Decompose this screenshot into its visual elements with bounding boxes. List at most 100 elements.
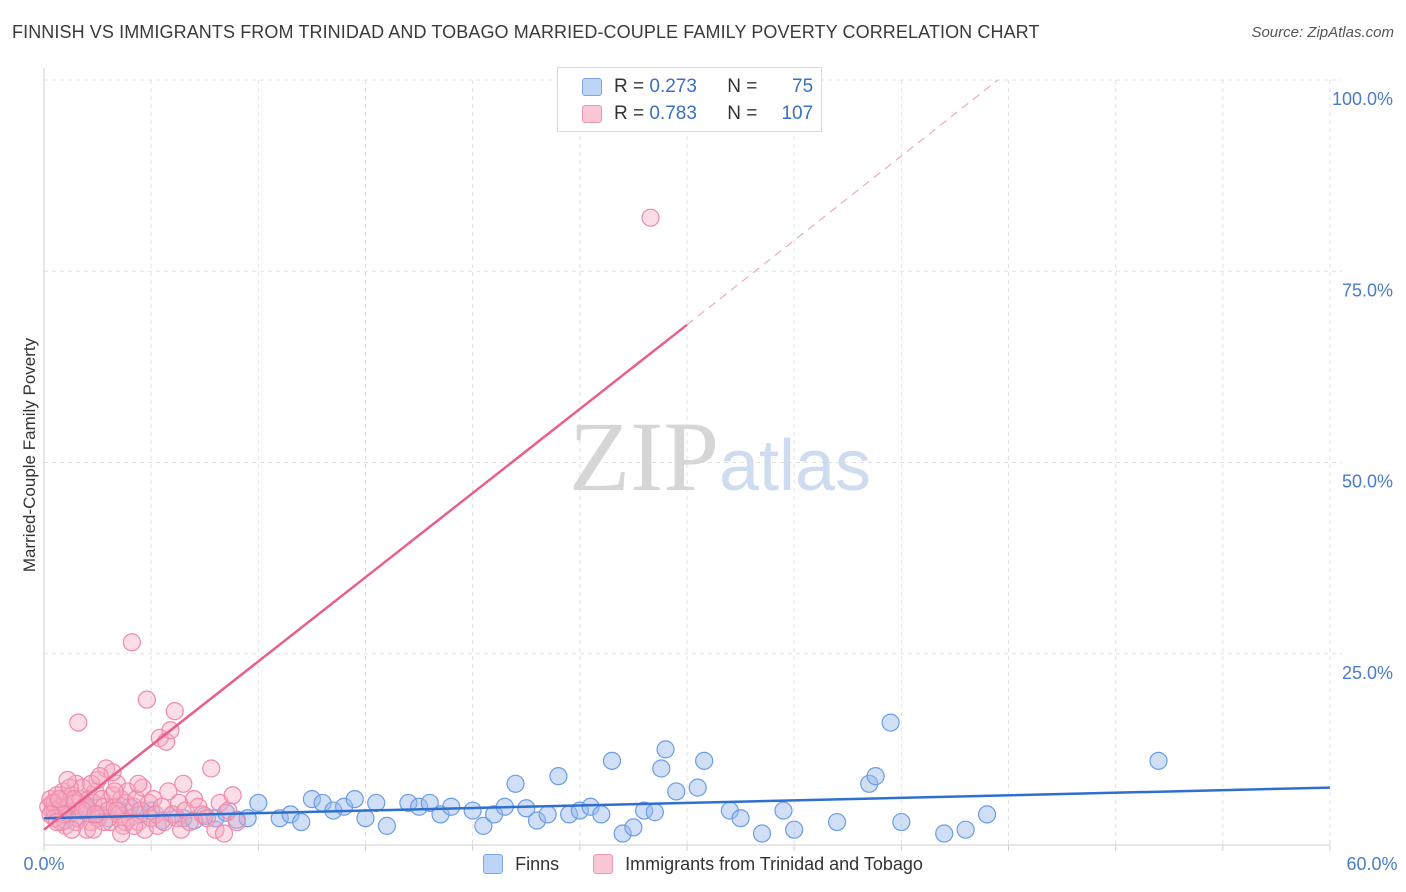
legend-r-label: R = <box>614 76 645 97</box>
finns-point-70 <box>956 820 975 839</box>
legend-row-tt: R = 0.783 N = 107 <box>558 101 813 127</box>
tt-legend-swatch <box>593 854 614 874</box>
finns-n-value: 75 <box>792 76 814 97</box>
finns-point-58 <box>695 751 714 770</box>
finns-point-20 <box>270 809 289 828</box>
legend-r-label: R = <box>614 103 645 124</box>
finns-point-51 <box>624 818 643 837</box>
finns-r-value: 0.273 <box>649 76 697 97</box>
tt-legend-label: Immigrants from Trinidad and Tobago <box>625 853 923 874</box>
finns-point-61 <box>752 824 772 843</box>
finns-point-48 <box>592 805 611 824</box>
finns-point-30 <box>377 816 397 835</box>
tt-point-59 <box>165 702 184 721</box>
y-tick-label-75: 75.0% <box>1342 280 1393 300</box>
finns-point-29 <box>367 793 386 813</box>
finns-point-36 <box>463 801 482 820</box>
correlation-legend: R = 0.273 N = 75 R = 0.783 N = 107 <box>557 67 822 132</box>
finns-point-23 <box>302 789 322 809</box>
y-tick-label-50: 50.0% <box>1342 472 1393 492</box>
finns-point-62 <box>774 801 793 820</box>
trend-lines <box>43 79 1331 831</box>
finns-point-32 <box>409 797 429 816</box>
data-points <box>39 208 1168 843</box>
finns-legend-swatch <box>483 854 504 874</box>
tt-point-96 <box>84 820 103 839</box>
tt-point-103 <box>86 805 105 824</box>
watermark-zip: ZIP <box>569 401 719 512</box>
finns-point-67 <box>881 713 900 732</box>
finns-point-37 <box>474 816 493 835</box>
tt-point-102 <box>62 820 81 839</box>
axis-ticks: 25.0% 50.0% 75.0% 100.0% 0.0% 60.0% <box>23 89 1397 874</box>
tt-point-70 <box>202 759 221 778</box>
tt-point-56 <box>159 782 178 801</box>
y-tick-label-25: 25.0% <box>1342 663 1393 683</box>
finns-swatch <box>582 78 602 96</box>
x-tick-label-max: 60.0% <box>1346 854 1397 874</box>
finns-point-27 <box>345 789 364 809</box>
finns-point-57 <box>688 778 707 797</box>
chart-source: Source: ZipAtlas.com <box>1251 24 1394 41</box>
finns-point-43 <box>538 805 557 824</box>
finns-point-40 <box>506 774 525 793</box>
tt-point-92 <box>129 774 148 793</box>
tt-point-90 <box>105 782 124 801</box>
tt-point-73 <box>214 824 234 843</box>
chart-title: FINNISH VS IMMIGRANTS FROM TRINIDAD AND … <box>12 22 1040 42</box>
tt-point-79 <box>77 820 96 839</box>
finns-point-31 <box>399 793 418 813</box>
tt-trend-extension <box>686 79 999 326</box>
tt-point-85 <box>69 713 88 732</box>
finns-point-28 <box>356 809 375 828</box>
finns-point-49 <box>602 751 622 770</box>
tt-point-104 <box>107 801 126 820</box>
tt-point-106 <box>49 789 69 809</box>
tt-point-75 <box>223 786 242 805</box>
watermark-atlas: atlas <box>719 426 871 506</box>
finns-legend-label: Finns <box>515 853 560 874</box>
finns-point-55 <box>667 782 686 801</box>
finns-point-60 <box>731 809 750 828</box>
finns-point-42 <box>527 811 547 830</box>
finns-point-44 <box>549 767 568 786</box>
legend-item-finns: Finns <box>483 854 559 875</box>
finns-point-54 <box>652 759 671 778</box>
finns-point-56 <box>656 740 675 759</box>
legend-row-finns: R = 0.273 N = 75 <box>558 74 813 100</box>
finns-point-71 <box>977 805 997 824</box>
finns-point-69 <box>935 824 954 843</box>
finns-trend-line <box>43 786 1331 820</box>
tt-point-76 <box>227 812 246 832</box>
tt-point-105 <box>641 208 660 227</box>
legend-n-label: N = <box>727 103 758 124</box>
finns-point-19 <box>249 793 268 813</box>
tt-trend-line <box>43 323 688 831</box>
legend-item-tt: Immigrants from Trinidad and Tobago <box>593 854 923 875</box>
y-tick-label-100: 100.0% <box>1332 89 1393 109</box>
tt-swatch <box>582 105 602 123</box>
finns-point-50 <box>613 824 632 843</box>
finns-point-35 <box>442 797 461 816</box>
tt-point-39 <box>122 633 141 652</box>
tt-point-63 <box>174 774 193 793</box>
finns-point-63 <box>785 820 804 839</box>
watermark: ZIPatlas <box>569 401 871 512</box>
tt-point-99 <box>124 816 144 835</box>
x-tick-label-min: 0.0% <box>23 854 64 874</box>
tt-point-94 <box>58 770 77 790</box>
tt-n-value: 107 <box>781 103 814 124</box>
grid-lines <box>43 68 1342 851</box>
finns-point-66 <box>866 767 885 786</box>
tt-point-71 <box>206 820 225 839</box>
series-legend: Finns Immigrants from Trinidad and Tobag… <box>0 850 1406 878</box>
legend-n-label: N = <box>727 76 758 97</box>
finns-point-64 <box>827 812 847 832</box>
finns-point-53 <box>645 803 664 822</box>
finns-point-41 <box>517 799 536 818</box>
tt-point-46 <box>137 690 156 709</box>
finns-point-68 <box>892 812 911 832</box>
finns-point-22 <box>292 812 311 832</box>
finns-point-72 <box>1149 751 1168 770</box>
